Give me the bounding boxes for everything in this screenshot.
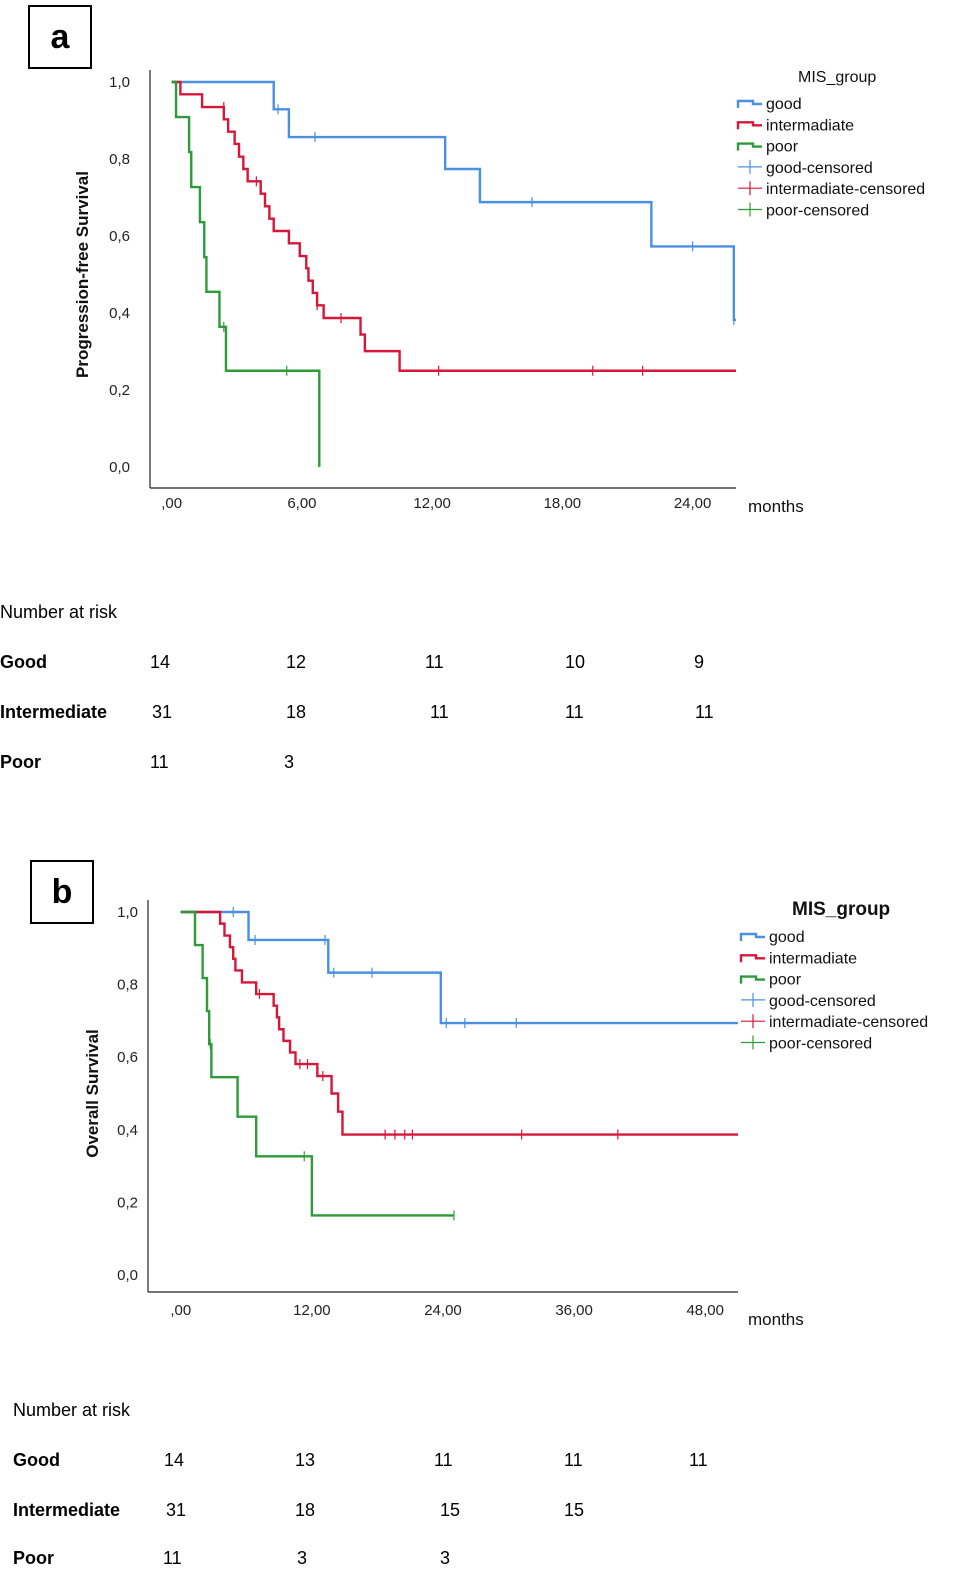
risk-table-b-header: Number at risk: [13, 1400, 131, 1420]
risk-cell: 18: [286, 702, 307, 722]
series-line-intermadiate: [180, 910, 738, 1136]
y-tick-label: 0,2: [109, 382, 130, 399]
risk-table-a-header: Number at risk: [0, 602, 118, 622]
risk-cell: 14: [164, 1450, 185, 1470]
x-tick-label: 6,00: [287, 495, 316, 512]
os-chart: 0,0 0,2 0,4 0,6 0,8 1,0 ,00 12,00 24,00 36,00 48,0…: [83, 899, 928, 1329]
legend-title: MIS_group: [798, 69, 876, 86]
x-tick-label: 24,00: [424, 1302, 462, 1319]
legend-entry-label: intermadiate-censored: [766, 181, 925, 198]
y-tick-label: 0,0: [117, 1267, 138, 1284]
x-tick-label: 12,00: [413, 495, 451, 512]
legend-line-symbol: [739, 954, 765, 963]
y-tick-label: 0,8: [117, 977, 138, 994]
risk-cell: 11: [430, 702, 449, 722]
y-tick-label: 0,6: [117, 1049, 138, 1066]
legend-line-symbol: [739, 932, 765, 941]
x-axis-title: months: [748, 497, 804, 516]
legend-line-symbol: [739, 975, 765, 984]
risk-cell: 10: [565, 652, 586, 672]
legend-line-symbol: [736, 99, 762, 108]
series-line-good: [171, 80, 736, 322]
y-tick-label: 0,4: [117, 1122, 138, 1139]
risk-cell: 3: [440, 1548, 451, 1568]
legend-entry-label: good: [769, 929, 805, 946]
legend-entry-label: intermadiate: [769, 950, 857, 967]
risk-cell: 11: [565, 702, 584, 722]
risk-cell: 11: [150, 752, 169, 772]
x-tick-label: 18,00: [544, 495, 582, 512]
risk-table-b-label-intermediate: Intermediate: [13, 1500, 121, 1520]
x-axis-title: months: [748, 1310, 804, 1329]
legend-entry-label: good: [766, 96, 802, 113]
legend-line-symbol: [736, 142, 762, 151]
risk-cell: 13: [295, 1450, 316, 1470]
legend-entry-label: poor: [769, 972, 802, 989]
risk-cell: 31: [152, 702, 173, 722]
risk-cell: 11: [695, 702, 714, 722]
x-tick-label: 48,00: [686, 1302, 724, 1319]
x-tick-label: ,00: [170, 1302, 191, 1319]
risk-cell: 11: [689, 1450, 708, 1470]
risk-cell: 11: [425, 652, 444, 672]
legend-entry-label: poor-censored: [769, 1036, 872, 1053]
legend-entry-label: good-censored: [766, 160, 873, 177]
risk-cell: 14: [150, 652, 171, 672]
risk-cell: 15: [564, 1500, 585, 1520]
y-tick-label: 1,0: [117, 904, 138, 921]
x-tick-label: 12,00: [293, 1302, 331, 1319]
y-tick-label: 0,4: [109, 305, 130, 322]
risk-table-b-label-good: Good: [13, 1450, 60, 1470]
risk-cell: 3: [284, 752, 295, 772]
risk-cell: 9: [694, 652, 705, 672]
y-tick-label: 0,8: [109, 151, 130, 168]
legend-line-symbol: [736, 121, 762, 130]
risk-cell: 3: [297, 1548, 308, 1568]
y-axis-title: Overall Survival: [83, 1029, 102, 1158]
risk-table-a-label-intermediate: Intermediate: [0, 702, 108, 722]
legend-title: MIS_group: [792, 899, 890, 920]
risk-table-b-label-poor: Poor: [13, 1548, 55, 1568]
panel-label-b: b: [30, 860, 94, 924]
x-tick-label: ,00: [161, 495, 182, 512]
y-tick-label: 0,2: [117, 1194, 138, 1211]
series-line-good: [180, 910, 738, 1025]
y-axis-title: Progression-free Survival: [73, 171, 92, 378]
series-line-poor: [171, 80, 321, 467]
risk-cell: 31: [166, 1500, 187, 1520]
risk-cell: 11: [564, 1450, 583, 1470]
pfs-chart: 0,0 0,2 0,4 0,6 0,8 1,0 ,00 6,00 12,00 18,00 24,00…: [73, 69, 925, 516]
legend-entry-label: good-censored: [769, 993, 876, 1010]
panel-label-a: a: [28, 5, 92, 69]
legend-entry-label: poor-censored: [766, 203, 869, 220]
risk-cell: 11: [434, 1450, 453, 1470]
risk-cell: 18: [295, 1500, 316, 1520]
risk-table-a-label-good: Good: [0, 652, 47, 672]
risk-cell: 15: [440, 1500, 461, 1520]
legend-entry-label: poor: [766, 139, 799, 156]
legend-entry-label: intermadiate: [766, 117, 854, 134]
risk-cell: 11: [163, 1548, 182, 1568]
y-tick-label: 1,0: [109, 74, 130, 91]
risk-cell: 12: [286, 652, 307, 672]
x-tick-label: 36,00: [555, 1302, 593, 1319]
x-tick-label: 24,00: [674, 495, 712, 512]
legend-entry-label: intermadiate-censored: [769, 1014, 928, 1031]
y-tick-label: 0,0: [109, 459, 130, 476]
series-line-intermadiate: [171, 80, 736, 372]
y-tick-label: 0,6: [109, 228, 130, 245]
risk-table-a-label-poor: Poor: [0, 752, 42, 772]
